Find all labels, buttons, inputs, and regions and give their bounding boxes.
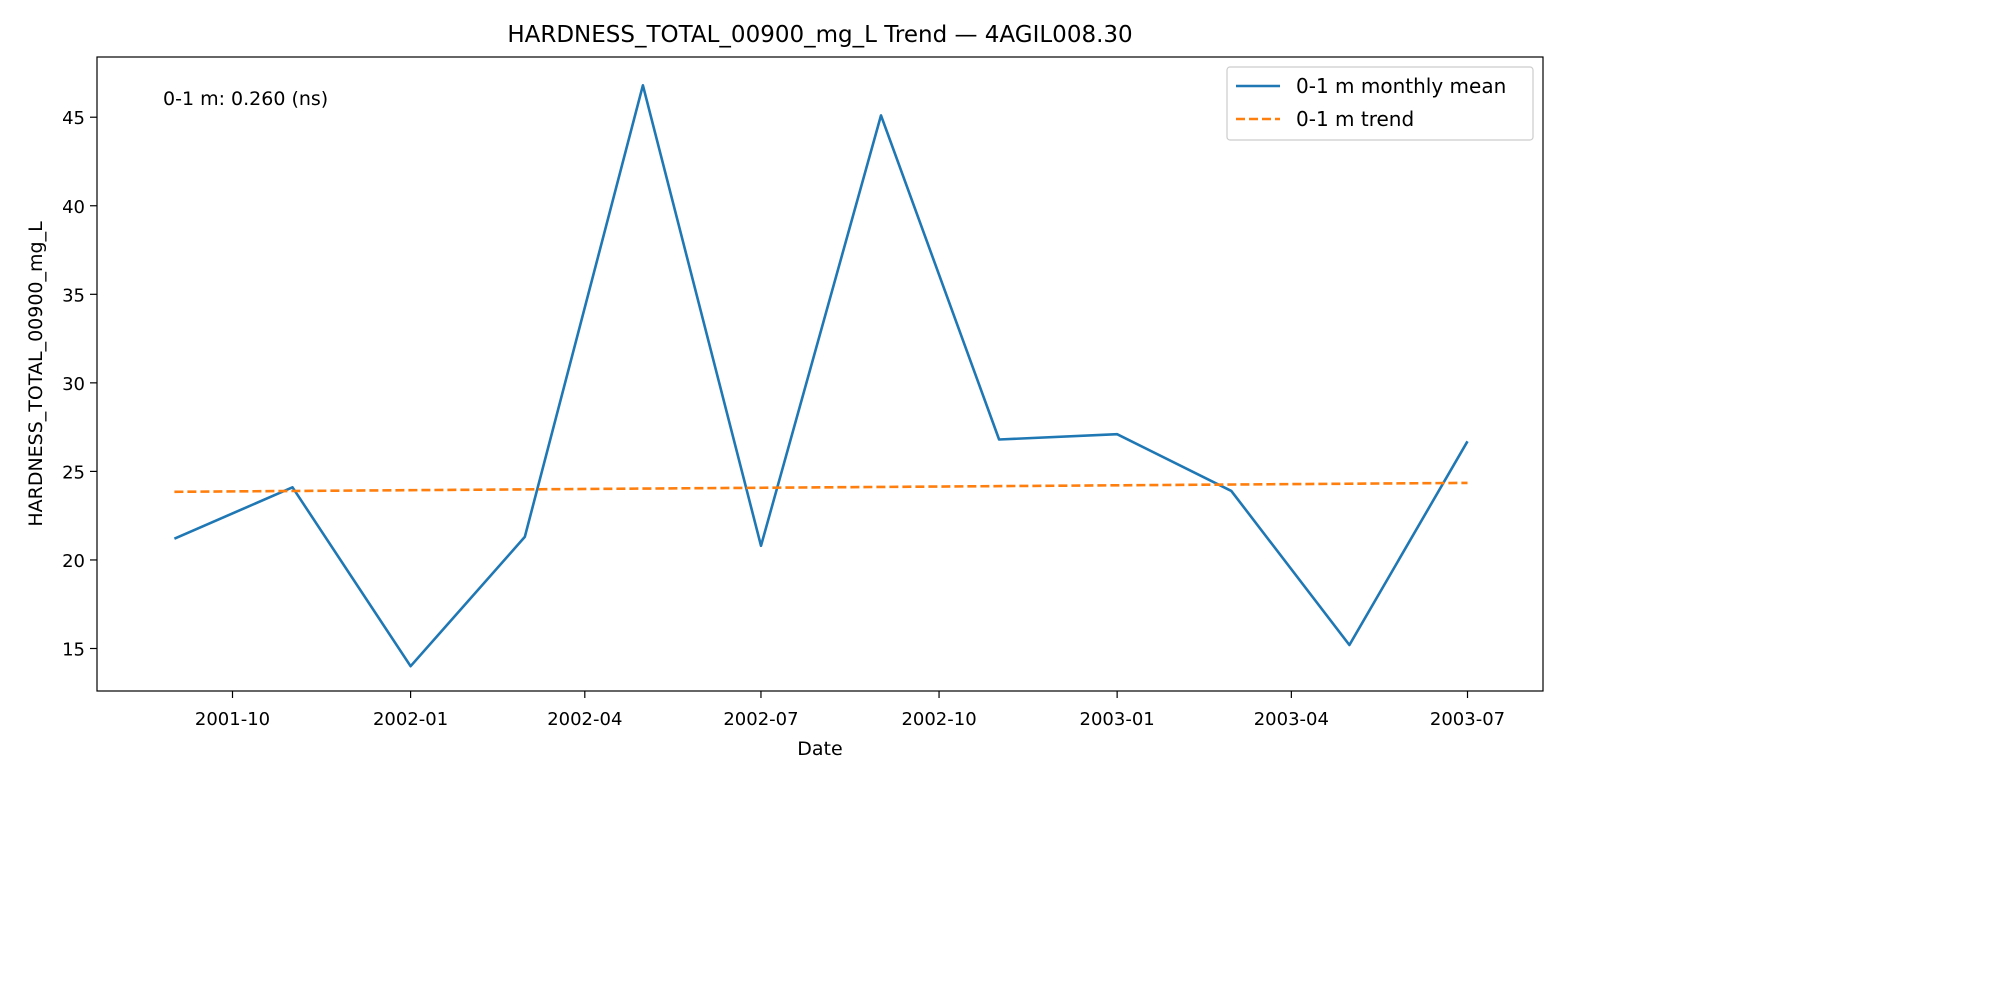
x-ticks: 2001-10 2002-01 2002-04 2002-07 2002-10 2003-…: [195, 691, 1505, 730]
x-tick-label: 2002-07: [723, 709, 798, 730]
y-axis-label: HARDNESS_TOTAL_00900_mg_L: [25, 221, 47, 527]
series-layer: [173, 84, 1469, 668]
x-tick-label: 2003-04: [1254, 709, 1329, 730]
plot-frame: [96, 56, 1544, 692]
y-tick-label: 20: [62, 551, 85, 572]
x-tick-label: 2003-01: [1080, 709, 1155, 730]
y-tick-label: 40: [62, 197, 85, 218]
y-ticks: 15 20 25 30 35 40 45: [62, 108, 97, 660]
stat-annotation: 0-1 m: 0.260 (ns): [163, 88, 328, 110]
x-tick-label: 2003-07: [1430, 709, 1505, 730]
x-axis-label: Date: [797, 738, 842, 760]
legend-label-trend: 0-1 m trend: [1296, 107, 1414, 131]
x-tick-label: 2002-04: [547, 709, 622, 730]
x-tick-label: 2002-10: [901, 709, 976, 730]
chart-title: HARDNESS_TOTAL_00900_mg_L Trend — 4AGIL0…: [507, 22, 1132, 48]
y-tick-label: 35: [62, 285, 85, 306]
y-tick-label: 25: [62, 462, 85, 483]
series-monthly-mean-line: [173, 84, 1469, 668]
y-tick-label: 15: [62, 639, 85, 660]
x-tick-label: 2002-01: [373, 709, 448, 730]
legend: 0-1 m monthly mean 0-1 m trend: [1226, 66, 1534, 141]
legend-label-monthly-mean: 0-1 m monthly mean: [1296, 74, 1506, 98]
series-trend-line: [174, 481, 1468, 494]
y-tick-label: 30: [62, 374, 85, 395]
chart: HARDNESS_TOTAL_00900_mg_L Trend — 4AGIL0…: [25, 22, 1544, 760]
x-tick-label: 2001-10: [195, 709, 270, 730]
legend-frame: [1226, 66, 1534, 141]
y-tick-label: 45: [62, 108, 85, 129]
